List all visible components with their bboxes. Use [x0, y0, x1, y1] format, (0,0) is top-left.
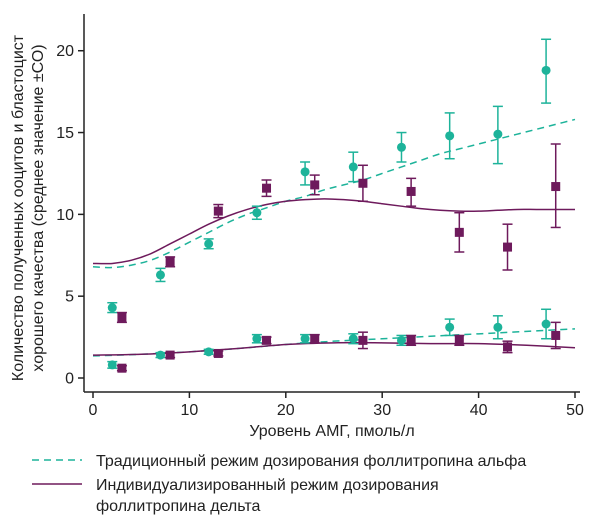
data-point-circle — [155, 270, 165, 280]
x-tick-label: 0 — [89, 402, 98, 419]
data-point-circle — [107, 303, 117, 313]
data-point-square — [406, 186, 416, 196]
y-tick-label: 10 — [56, 207, 74, 224]
fit-curve-dashed — [92, 328, 576, 357]
data-point-square — [406, 335, 416, 345]
data-point-square — [262, 183, 272, 193]
axes — [83, 14, 580, 393]
data-point-square — [551, 330, 561, 340]
data-point-circle — [541, 65, 551, 75]
legend-label-1: Традиционный режим дозирования фоллитроп… — [96, 453, 526, 470]
data-point-square — [358, 178, 368, 188]
y-tick-label: 15 — [56, 125, 74, 142]
data-point-circle — [541, 319, 551, 329]
data-point-circle — [252, 208, 262, 218]
data-point-circle — [493, 129, 503, 139]
data-point-square — [117, 363, 127, 373]
data-point-square — [358, 335, 368, 345]
data-point-circle — [493, 322, 503, 332]
data-point-square — [454, 335, 464, 345]
x-tick-label: 20 — [277, 402, 295, 419]
y-tick-label: 5 — [65, 289, 74, 306]
y-tick-label: 20 — [56, 43, 74, 60]
data-point-square — [213, 206, 223, 216]
data-point-circle — [348, 162, 358, 172]
data-point-circle — [155, 350, 165, 360]
data-point-circle — [204, 347, 214, 357]
x-tick-label: 40 — [470, 402, 488, 419]
data-point-square — [213, 348, 223, 358]
data-markers — [107, 65, 561, 373]
data-point-square — [551, 182, 561, 192]
legend: Традиционный режим дозирования фоллитроп… — [32, 453, 526, 515]
data-point-circle — [396, 335, 406, 345]
legend-label-2-line-1: Индивидуализированный режим дозирования — [96, 477, 439, 494]
data-point-circle — [445, 131, 455, 141]
x-axis-label: Уровень АМГ, пмоль/л — [249, 423, 414, 440]
y-axis-label-line-2: хорошего качества (среднее значение ±СО) — [30, 44, 47, 371]
data-point-circle — [396, 142, 406, 152]
data-point-square — [165, 350, 175, 360]
data-point-circle — [204, 239, 214, 249]
data-point-circle — [300, 334, 310, 344]
fit-curve-solid — [92, 198, 575, 265]
ticks: 0 10 20 30 40 50 0 5 10 15 20 — [56, 43, 584, 419]
x-tick-label: 50 — [566, 402, 584, 419]
fit-curve-solid — [92, 341, 576, 356]
data-point-square — [503, 242, 513, 252]
data-point-circle — [252, 334, 262, 344]
error-bars — [107, 38, 561, 372]
data-point-square — [117, 312, 127, 322]
data-point-square — [310, 334, 320, 344]
data-point-circle — [445, 322, 455, 332]
data-point-square — [454, 227, 464, 237]
data-point-square — [165, 257, 175, 267]
fit-curve-dashed — [92, 118, 576, 269]
legend-label-2-line-2: фоллитропина дельта — [96, 498, 261, 515]
data-point-circle — [300, 167, 310, 177]
x-tick-label: 10 — [181, 402, 199, 419]
fit-curves — [92, 118, 576, 357]
data-point-square — [503, 342, 513, 352]
y-axis-label-line-1: Количество полученных ооцитов и бластоци… — [10, 34, 27, 381]
data-point-circle — [107, 360, 117, 370]
y-tick-label: 0 — [65, 371, 74, 388]
data-point-square — [262, 335, 272, 345]
x-tick-label: 30 — [373, 402, 391, 419]
data-point-square — [310, 180, 320, 190]
data-point-circle — [348, 334, 358, 344]
